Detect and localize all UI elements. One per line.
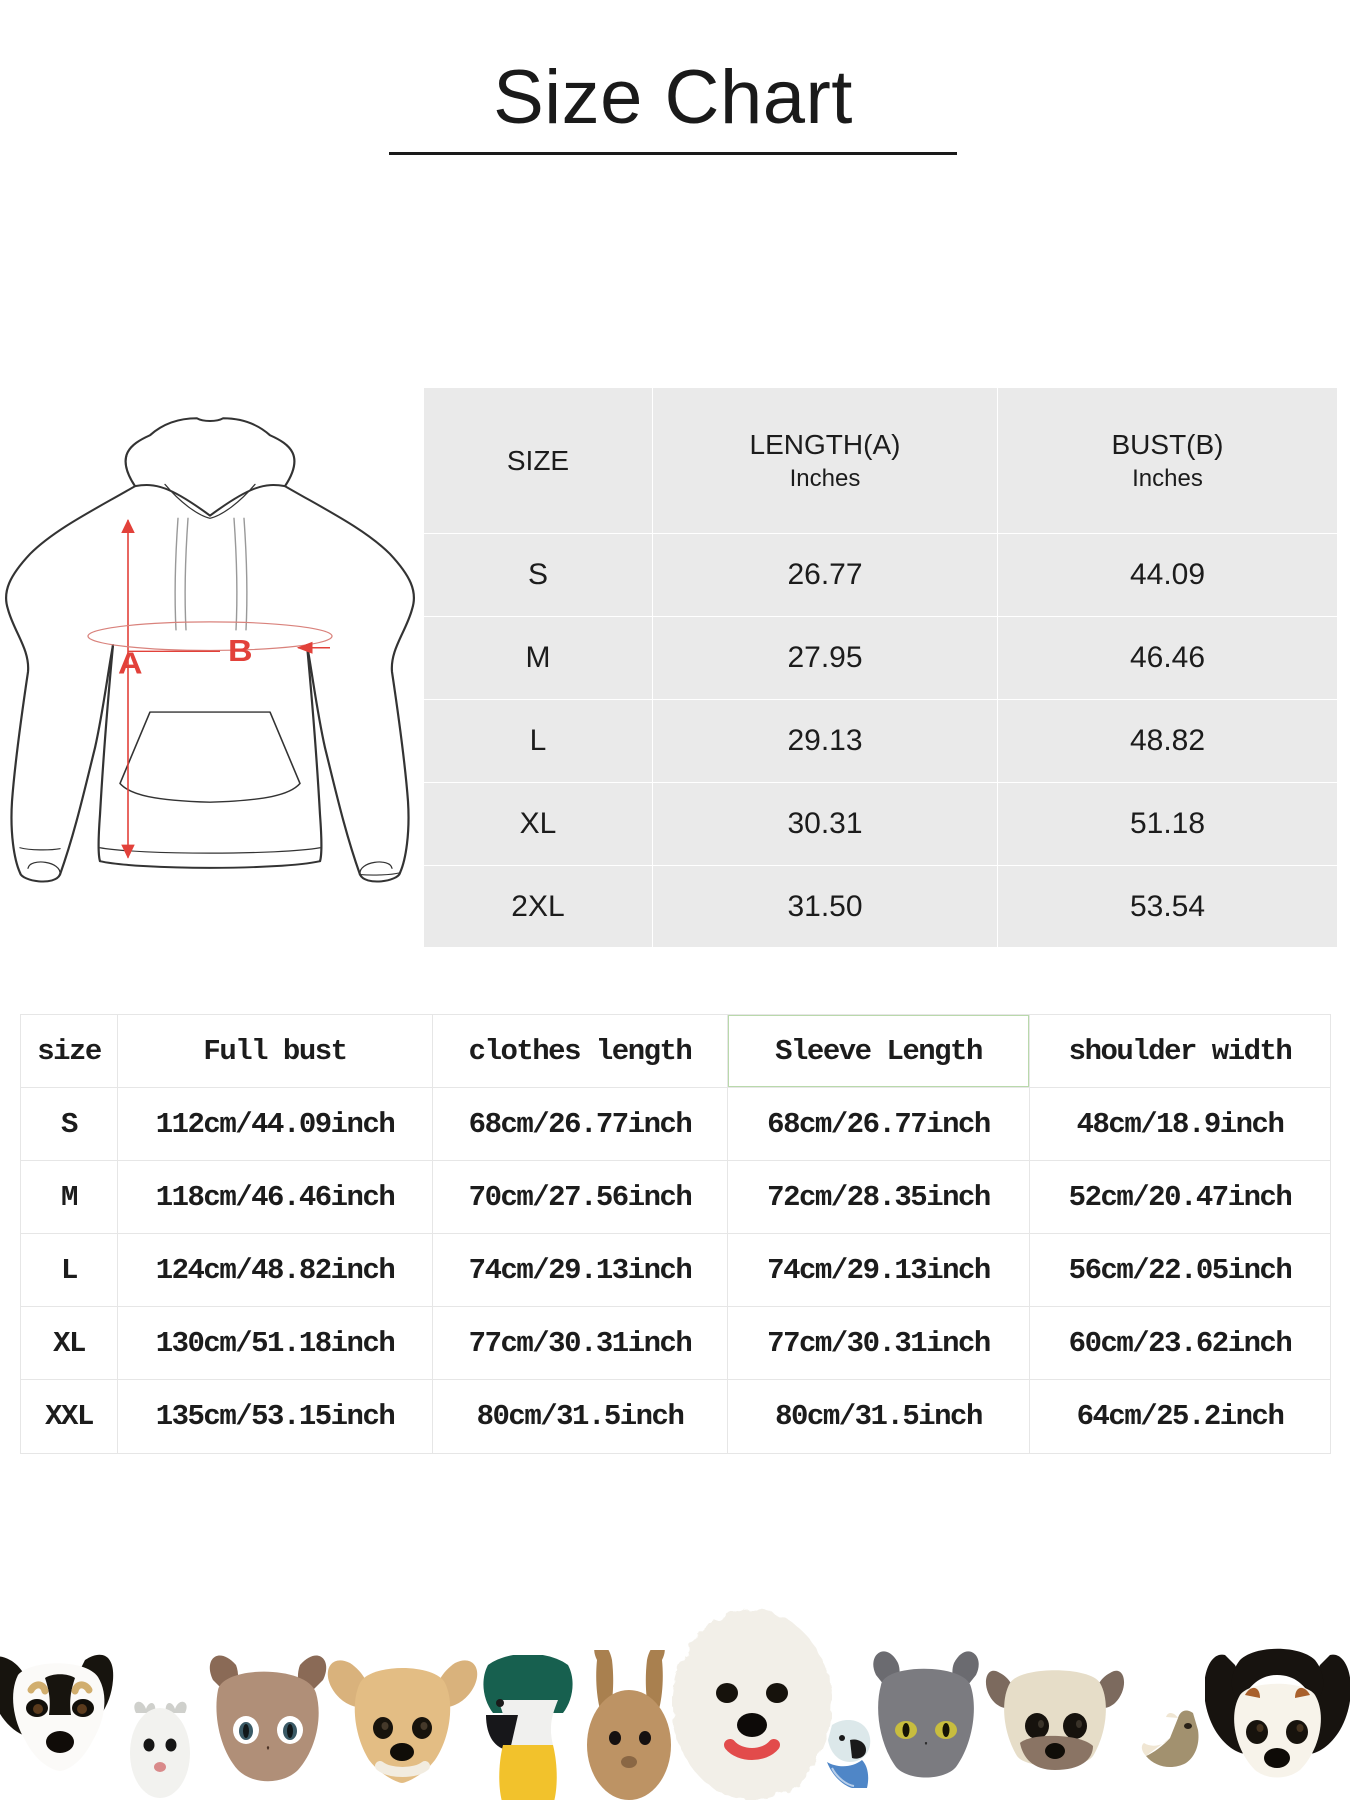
svg-text:A: A <box>118 646 143 680</box>
svg-text:B: B <box>228 634 253 668</box>
